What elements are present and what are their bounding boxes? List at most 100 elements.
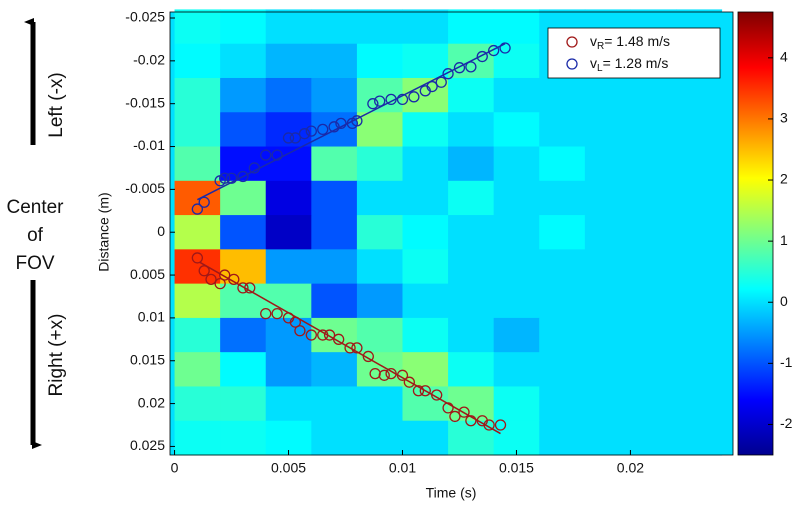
heatmap-cell	[539, 317, 586, 353]
heatmap-cell	[584, 180, 631, 216]
heatmap-cell	[676, 180, 723, 216]
data-point	[385, 367, 397, 380]
heatmap-cell	[448, 317, 495, 353]
data-point	[378, 369, 390, 381]
heatmap-cell	[265, 420, 312, 456]
heatmap-cell	[311, 352, 358, 387]
y-tick-label: -0.01	[133, 137, 165, 153]
data-point	[442, 402, 454, 414]
fit-line	[199, 261, 501, 435]
y-tick-label: -0.025	[125, 9, 165, 25]
heatmap-cell	[493, 77, 540, 113]
heatmap-cell	[539, 420, 586, 456]
right-label: Right (+x)	[46, 314, 67, 397]
y-tick-label: -0.015	[125, 94, 165, 110]
heatmap-cell	[311, 180, 358, 216]
heatmap-cell	[493, 215, 540, 250]
heatmap-cell	[265, 352, 312, 387]
heatmap-cell	[493, 146, 540, 182]
y-tick-label: 0	[157, 223, 165, 239]
data-point	[374, 95, 386, 107]
data-point	[205, 273, 217, 285]
data-point	[335, 117, 347, 130]
heatmap-cell	[265, 249, 312, 285]
colorbar-tick-label: -2	[780, 415, 793, 431]
heatmap-cell	[220, 180, 267, 216]
center-label: FOV	[15, 253, 54, 274]
center-label: Center	[6, 197, 64, 218]
heatmap-cell	[220, 9, 267, 45]
heatmap-cell	[630, 146, 677, 182]
heatmap-cell	[493, 386, 540, 422]
heatmap-cell	[676, 386, 723, 422]
heatmap-cell	[311, 43, 358, 79]
heatmap-cell	[402, 43, 449, 79]
heatmap-cell	[630, 386, 677, 422]
heatmap-cell	[584, 352, 631, 387]
data-point	[317, 123, 329, 136]
heatmap-cell	[448, 77, 495, 113]
data-point	[344, 342, 356, 354]
heatmap-cell	[584, 249, 631, 285]
heatmap-cell	[676, 249, 723, 285]
data-point	[191, 203, 204, 215]
data-point	[328, 121, 340, 133]
data-point	[396, 93, 409, 106]
heatmap-cell	[584, 112, 631, 148]
colorbar-tick-label: 3	[780, 110, 788, 126]
heatmap-cell	[448, 146, 495, 182]
heatmap-cell	[630, 352, 677, 387]
heatmap-cell	[356, 180, 403, 216]
heatmap-cell	[356, 112, 403, 148]
heatmap-cell	[356, 43, 403, 79]
x-tick-label: 0.015	[499, 460, 534, 476]
y-tick-label: 0.005	[130, 266, 165, 282]
heatmap-cell	[174, 77, 221, 113]
heatmap-cell	[311, 249, 358, 285]
colorbar-tick-label: 4	[780, 49, 788, 65]
heatmap-cell	[402, 317, 449, 353]
data-point	[282, 132, 295, 144]
heatmap-cell	[402, 420, 449, 456]
heatmap-cell	[174, 112, 221, 148]
heatmap-cell	[493, 9, 540, 45]
heatmap-cell	[448, 112, 495, 148]
heatmap-cell	[676, 77, 723, 113]
colorbar-tick-label: -1	[780, 354, 793, 370]
data-point	[351, 115, 363, 127]
heatmap-cell	[265, 317, 312, 353]
heatmap-cell	[356, 146, 403, 182]
heatmap-cell	[630, 420, 677, 456]
data-point	[191, 252, 204, 264]
colorbar-tick-label: 0	[780, 293, 788, 309]
heatmap-cell	[493, 43, 540, 79]
y-tick-label: 0.01	[138, 309, 165, 325]
heatmap-cell	[356, 420, 403, 456]
y-axis-label: Distance (m)	[96, 192, 112, 271]
heatmap-cell	[493, 283, 540, 319]
heatmap-cell	[265, 180, 312, 216]
data-point	[458, 406, 470, 418]
heatmap-cell	[539, 215, 586, 250]
data-point	[426, 80, 438, 93]
heatmap-cell	[584, 386, 631, 422]
data-point	[289, 316, 302, 328]
heatmap-cell	[265, 9, 312, 45]
heatmap-cell	[676, 317, 723, 353]
heatmap-cell	[174, 215, 221, 250]
data-point	[198, 196, 210, 208]
heatmap-cell	[584, 420, 631, 456]
data-point	[305, 329, 317, 341]
data-point	[449, 410, 461, 423]
y-tick-label: 0.015	[130, 351, 165, 367]
heatmap-cell	[265, 43, 312, 79]
heatmap-cell	[539, 249, 586, 285]
data-point	[294, 325, 306, 337]
legend-box	[547, 27, 721, 79]
heatmap-cell	[265, 112, 312, 148]
x-tick-label: 0.02	[617, 460, 644, 476]
data-point	[271, 149, 283, 161]
heatmap-cell	[493, 249, 540, 285]
legend-label: vR= 1.48 m/s	[590, 33, 670, 52]
